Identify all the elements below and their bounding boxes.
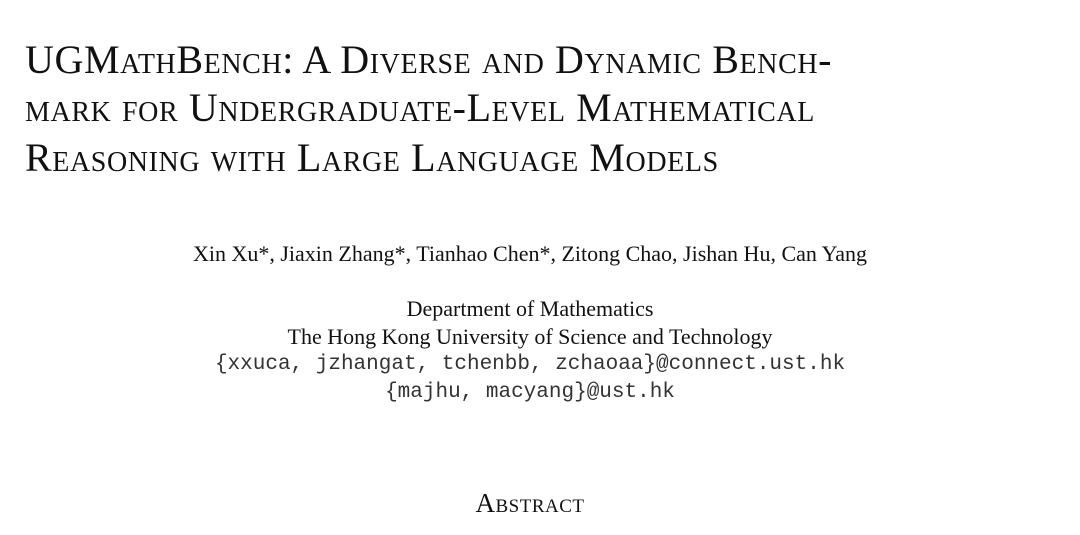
university: The Hong Kong University of Science and …	[287, 324, 773, 349]
title-line-3: Reasoning with Large Language Models	[25, 135, 719, 180]
title-line-1: UGMathBench: A Diverse and Dynamic Bench…	[25, 37, 833, 82]
author-list: Xin Xu*, Jiaxin Zhang*, Tianhao Chen*, Z…	[192, 241, 868, 266]
abstract-heading: Abstract	[475, 488, 585, 518]
title-line-2: mark for Undergraduate-Level Mathematica…	[25, 85, 815, 130]
email-line-2: {majhu, macyang}@ust.hk	[385, 381, 675, 404]
department: Department of Mathematics	[406, 296, 654, 321]
email-line-1: {xxuca, jzhangat, tchenbb, zchaoaa}@conn…	[214, 353, 846, 376]
